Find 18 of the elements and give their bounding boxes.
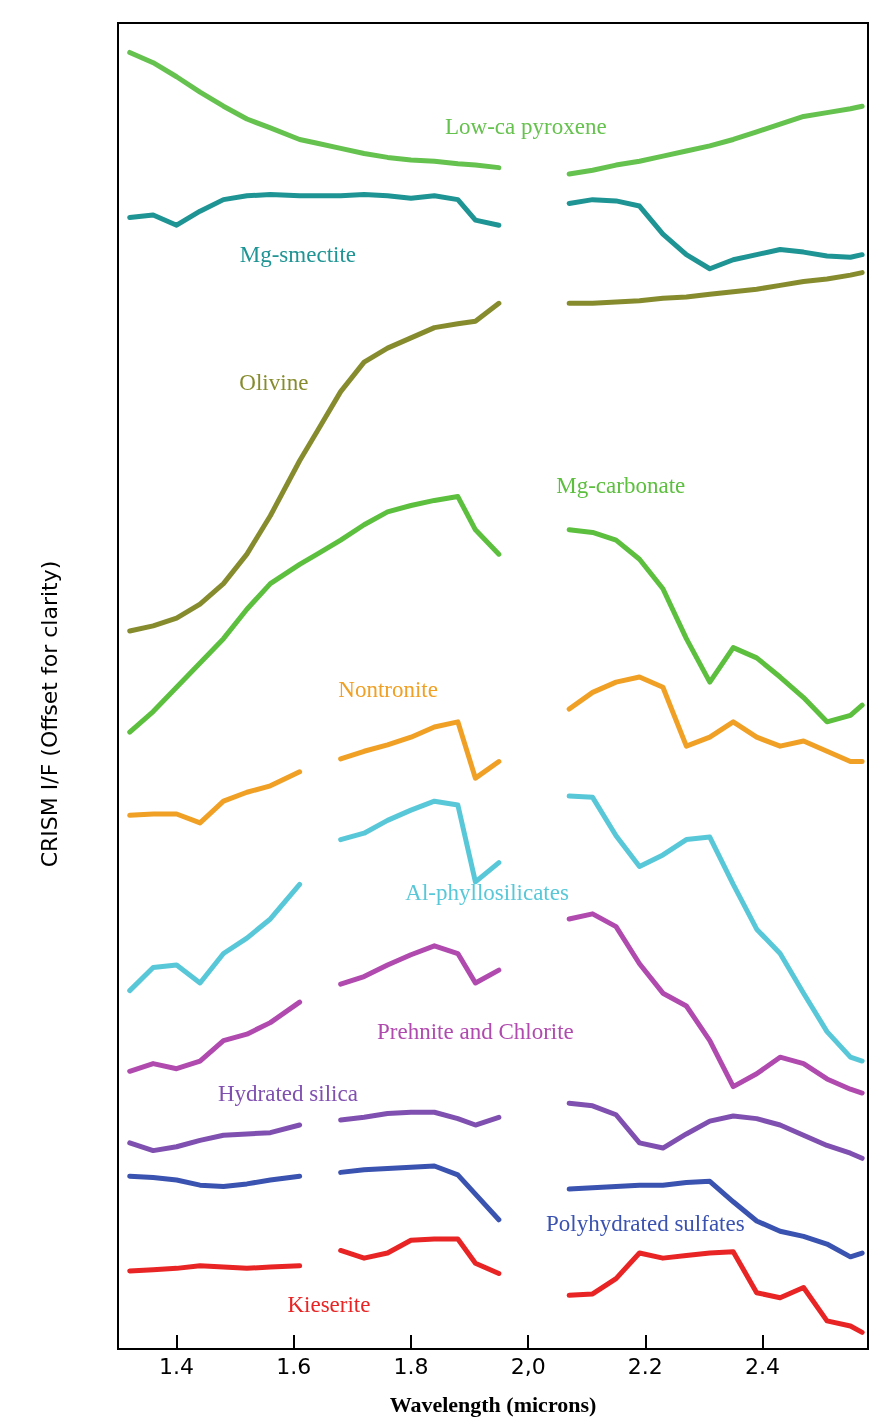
series-label: Low-ca pyroxene — [445, 114, 607, 140]
series-label: Olivine — [239, 370, 309, 396]
series-label: Polyhydrated sulfates — [546, 1211, 745, 1237]
series-label: Nontronite — [338, 677, 438, 703]
x-axis-title: Wavelength (microns) — [389, 1391, 597, 1417]
series-label: Al-phyllosilicates — [405, 879, 569, 905]
series-label: Prehnite and Chlorite — [377, 1019, 574, 1045]
x-tick-label: 2,0 — [510, 1353, 546, 1379]
series-label: Kieserite — [287, 1291, 371, 1317]
series-label: Mg-smectite — [239, 242, 357, 268]
x-tick-label: 2.4 — [745, 1353, 781, 1379]
x-tick-label: 1.8 — [393, 1353, 429, 1379]
x-tick-label: 2.2 — [627, 1353, 663, 1379]
x-tick-label: 1.4 — [159, 1353, 195, 1379]
series-label: Mg-carbonate — [556, 472, 686, 498]
x-tick-label: 1.6 — [276, 1353, 312, 1379]
series-label: Hydrated silica — [217, 1080, 358, 1106]
y-axis-title: CRISM I/F (Offset for clarity) — [36, 560, 62, 868]
